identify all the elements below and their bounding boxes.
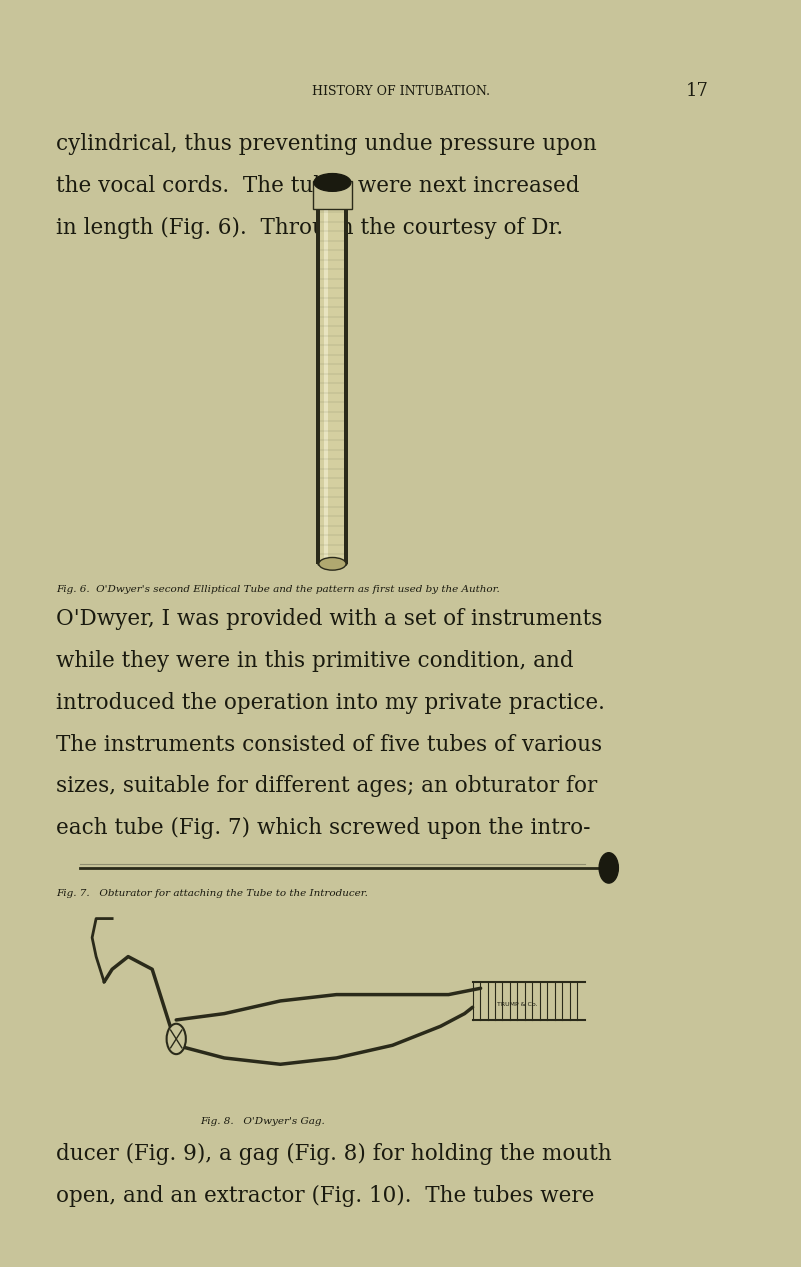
Bar	[313, 181, 352, 209]
Text: Fig. 7.   Obturator for attaching the Tube to the Introducer.: Fig. 7. Obturator for attaching the Tube…	[56, 889, 368, 898]
Text: cylindrical, thus preventing undue pressure upon: cylindrical, thus preventing undue press…	[56, 133, 597, 155]
Text: Fig. 8.   O'Dwyer's Gag.: Fig. 8. O'Dwyer's Gag.	[200, 1117, 325, 1126]
Circle shape	[599, 853, 618, 883]
Text: Fig. 6.  O'Dwyer's second Elliptical Tube and the pattern as first used by the A: Fig. 6. O'Dwyer's second Elliptical Tube…	[56, 585, 500, 594]
Text: in length (Fig. 6).  Through the courtesy of Dr.: in length (Fig. 6). Through the courtesy…	[56, 217, 563, 238]
Text: 17: 17	[686, 82, 708, 100]
Text: The instruments consisted of five tubes of various: The instruments consisted of five tubes …	[56, 734, 602, 755]
Text: the vocal cords.  The tubes were next increased: the vocal cords. The tubes were next inc…	[56, 175, 580, 196]
Text: sizes, suitable for different ages; an obturator for: sizes, suitable for different ages; an o…	[56, 775, 598, 797]
Text: ducer (Fig. 9), a gag (Fig. 8) for holding the mouth: ducer (Fig. 9), a gag (Fig. 8) for holdi…	[56, 1143, 612, 1164]
Bar	[344, 184, 348, 564]
Text: O'Dwyer, I was provided with a set of instruments: O'Dwyer, I was provided with a set of in…	[56, 608, 602, 630]
Bar	[324, 184, 328, 564]
Text: introduced the operation into my private practice.: introduced the operation into my private…	[56, 692, 605, 713]
Text: each tube (Fig. 7) which screwed upon the intro-: each tube (Fig. 7) which screwed upon th…	[56, 817, 590, 839]
Ellipse shape	[319, 557, 346, 570]
Text: while they were in this primitive condition, and: while they were in this primitive condit…	[56, 650, 574, 672]
Circle shape	[167, 1024, 186, 1054]
FancyBboxPatch shape	[318, 182, 347, 565]
Ellipse shape	[314, 174, 351, 191]
Text: open, and an extractor (Fig. 10).  The tubes were: open, and an extractor (Fig. 10). The tu…	[56, 1185, 594, 1206]
Text: TRUMP & Co.: TRUMP & Co.	[497, 1002, 537, 1007]
Bar	[316, 184, 320, 564]
Text: HISTORY OF INTUBATION.: HISTORY OF INTUBATION.	[312, 85, 489, 98]
